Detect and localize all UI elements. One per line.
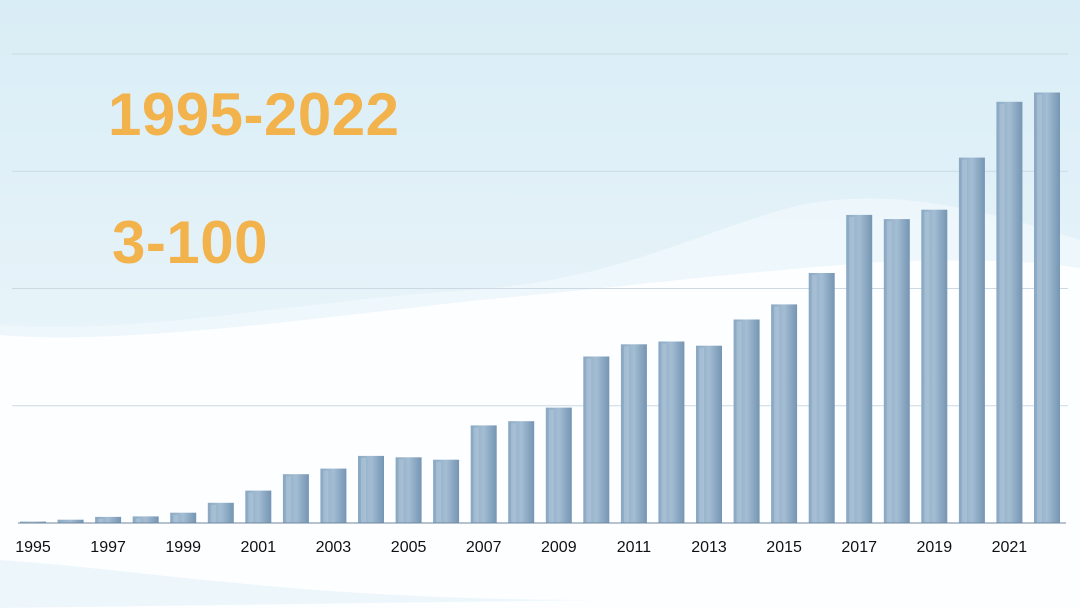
headline-years: 1995-2022: [108, 81, 400, 148]
bar-highlight: [886, 221, 892, 523]
bar-highlight: [210, 504, 216, 523]
bar-2012: [658, 341, 685, 523]
bar-highlight: [548, 409, 554, 523]
x-tick-label: 2017: [841, 539, 877, 556]
bar-highlight: [248, 492, 254, 523]
bar-2020: [958, 157, 985, 523]
x-tick-label: 2003: [316, 539, 352, 556]
bar-2008: [508, 421, 535, 523]
bar-highlight: [398, 459, 404, 523]
bar-2005: [395, 457, 422, 523]
x-tick-label: 2007: [466, 539, 502, 556]
bar-highlight: [661, 343, 667, 523]
bar-highlight: [511, 423, 517, 523]
bar-highlight: [586, 358, 592, 523]
bar-2022: [1034, 92, 1060, 523]
bar-2021: [996, 101, 1023, 524]
bar-highlight: [999, 103, 1005, 524]
bar-2003: [320, 468, 347, 523]
bar-highlight: [623, 346, 629, 523]
x-tick-label: 2009: [541, 539, 577, 556]
bar-highlight: [699, 347, 704, 523]
x-tick-label: 1997: [90, 539, 126, 556]
bar-2010: [583, 356, 610, 523]
x-tick-label: 2013: [691, 539, 727, 556]
bar-1995: [20, 521, 46, 523]
bar-2007: [470, 425, 497, 523]
bar-2001: [245, 490, 272, 523]
bar-highlight: [361, 457, 366, 523]
bar-2006: [433, 459, 460, 523]
bars: [20, 92, 1060, 524]
bar-1997: [95, 516, 122, 523]
bar-2004: [358, 455, 384, 523]
x-tick-label: 2011: [617, 539, 652, 556]
bar-highlight: [849, 216, 855, 523]
bar-2015: [771, 304, 798, 523]
headline-range: 3-100: [112, 209, 268, 276]
bar-highlight: [774, 306, 780, 523]
bar-highlight: [173, 514, 179, 523]
gridlines: [12, 53, 1068, 407]
x-tick-label: 2019: [917, 539, 953, 556]
x-axis-ticks: 1995 1997 1999 2001 2003 2005 2007 2009 2011 2013…: [15, 539, 1027, 556]
bar-2014: [733, 319, 760, 523]
bar-1998: [132, 516, 159, 523]
bar-highlight: [736, 321, 742, 523]
bar-2019: [921, 209, 948, 523]
bar-highlight: [924, 211, 930, 523]
bar-2011: [620, 344, 647, 523]
bar-2009: [545, 407, 572, 523]
x-tick-label: 2021: [992, 539, 1028, 556]
bar-highlight: [323, 470, 329, 523]
bar-highlight: [811, 275, 817, 523]
bar-2018: [883, 219, 910, 523]
x-tick-label: 2001: [241, 539, 277, 556]
bar-2017: [846, 214, 873, 523]
bar-2016: [808, 273, 835, 523]
bar-highlight: [60, 521, 66, 523]
bar-highlight: [473, 427, 479, 523]
bar-highlight: [436, 461, 442, 523]
bar-2002: [282, 474, 309, 523]
x-tick-label: 1999: [165, 539, 201, 556]
x-tick-label: 2005: [391, 539, 427, 556]
bar-2000: [207, 502, 234, 523]
bar-highlight: [285, 476, 291, 523]
x-tick-label: 1995: [15, 539, 51, 556]
bar-highlight: [1037, 94, 1042, 523]
bar-highlight: [135, 518, 141, 523]
bar-1999: [170, 512, 197, 523]
bar-1996: [57, 519, 84, 523]
bar-2013: [696, 345, 722, 523]
bar-highlight: [98, 518, 104, 523]
bar-highlight: [961, 159, 967, 523]
x-tick-label: 2015: [766, 539, 802, 556]
